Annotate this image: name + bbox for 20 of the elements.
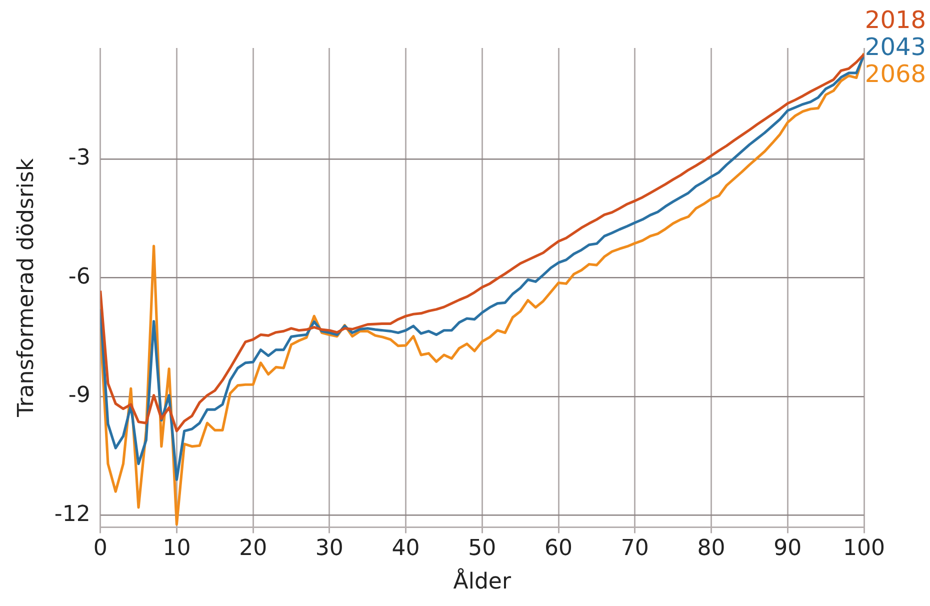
series-label: 2018: [864, 6, 926, 34]
y-tick-label: -6: [68, 264, 90, 290]
x-tick-label: 0: [93, 536, 108, 562]
x-tick-label: 90: [774, 536, 802, 562]
x-tick-label: 40: [392, 536, 420, 562]
x-tick-label: 20: [239, 536, 268, 562]
y-tick-label: -3: [68, 146, 90, 171]
x-tick-label: 10: [162, 536, 191, 562]
x-tick-label: 30: [315, 536, 344, 562]
y-tick-label: -9: [68, 383, 90, 408]
series-label: 2068: [864, 60, 926, 88]
y-tick-label: -12: [54, 502, 90, 528]
x-tick-label: 50: [468, 536, 496, 562]
x-tick-label: 80: [697, 536, 726, 562]
x-tick-label: 60: [544, 536, 573, 562]
x-tick-label: 70: [620, 536, 649, 562]
y-axis-title: Transformerad dödsrisk: [14, 158, 39, 418]
series-label: 2043: [864, 33, 926, 62]
x-tick-label: 100: [843, 536, 885, 562]
x-axis-title: Ålder: [453, 568, 512, 595]
